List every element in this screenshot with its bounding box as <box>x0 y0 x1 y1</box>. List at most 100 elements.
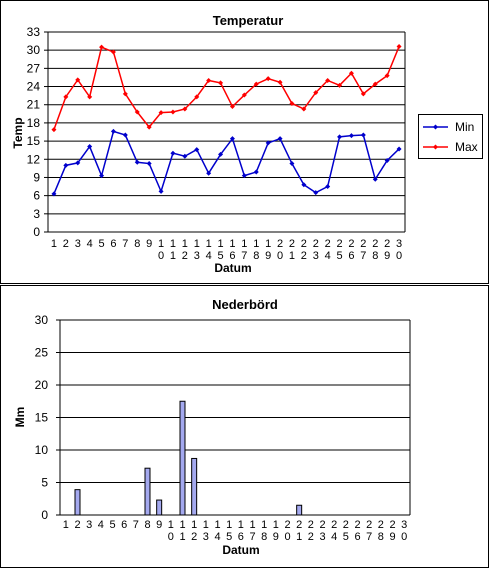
temperature-point-min-4 <box>87 144 93 150</box>
temperature-point-min-27 <box>360 132 366 138</box>
temperature-point-min-10 <box>158 188 164 194</box>
temperature-point-min-23 <box>313 190 319 196</box>
temperature-point-max-16 <box>229 104 235 110</box>
temperature-x-ticks: 1 2 3 4 5 6 7 8 9 1 01 11 21 31 41 51 61 71 81 92 02 12 22 32 42… <box>51 238 402 262</box>
temperature-point-min-20 <box>277 136 283 142</box>
temperature-x-tick-8: 8 <box>134 238 140 250</box>
temperature-point-max-12 <box>182 106 188 112</box>
temperature-point-min-25 <box>337 134 343 140</box>
precipitation-x-tick-3: 3 <box>86 519 92 531</box>
temperature-point-min-18 <box>253 169 259 175</box>
temperature-point-min-16 <box>229 136 235 142</box>
temperature-x-tick-5: 5 <box>98 238 104 250</box>
temperature-y-ticks: 0 3 6 9 12 15 18 21 24 27 30 33 <box>27 25 48 239</box>
temperature-y-tick-0: 0 <box>33 225 40 239</box>
temperature-y-tick-21: 21 <box>27 98 41 112</box>
temperature-point-max-29 <box>384 73 390 79</box>
temperature-point-max-9 <box>146 124 152 130</box>
temperature-point-max-21 <box>289 101 295 107</box>
temperature-point-min-15 <box>218 151 224 157</box>
precipitation-chart-frame <box>0 285 489 568</box>
temperature-point-max-5 <box>99 44 105 50</box>
temperature-point-min-26 <box>348 133 354 139</box>
temperature-x-tick-6: 6 <box>110 238 116 250</box>
temperature-x-tick-9: 9 <box>146 238 152 250</box>
temperature-point-max-10 <box>158 110 164 116</box>
temperature-point-min-3 <box>75 160 81 166</box>
temperature-point-min-17 <box>241 173 247 179</box>
temperature-point-max-24 <box>325 77 331 83</box>
precipitation-x-tick-4: 4 <box>98 519 104 531</box>
temperature-point-max-6 <box>110 49 116 55</box>
temperature-point-max-17 <box>241 92 247 98</box>
precipitation-x-axis-label: Datum <box>222 543 259 557</box>
temperature-y-tick-3: 3 <box>33 207 40 221</box>
precipitation-y-tick-30: 30 <box>35 313 49 327</box>
temperature-y-tick-15: 15 <box>27 134 41 148</box>
precipitation-y-tick-15: 15 <box>35 411 49 425</box>
temperature-point-min-5 <box>99 173 105 179</box>
temperature-point-min-8 <box>134 159 140 165</box>
temperature-x-tick-7: 7 <box>122 238 128 250</box>
temperature-point-min-14 <box>206 170 212 176</box>
precipitation-x-tick-5: 5 <box>109 519 115 531</box>
temperature-y-tick-18: 18 <box>27 116 41 130</box>
temperature-point-max-1 <box>51 127 57 133</box>
temperature-chart-title: Temperatur <box>213 13 284 28</box>
legend-marker-min <box>433 124 438 130</box>
temperature-point-max-19 <box>265 76 271 82</box>
temperature-series <box>51 44 402 197</box>
temperature-point-min-11 <box>170 150 176 156</box>
temperature-y-tick-24: 24 <box>27 80 41 94</box>
temperature-point-max-15 <box>218 80 224 86</box>
legend-box <box>418 114 483 159</box>
temperature-chart-frame <box>0 0 489 284</box>
precipitation-bar-11 <box>179 400 186 516</box>
precipitation-bar-8 <box>144 467 151 516</box>
temperature-point-min-19 <box>265 140 271 146</box>
precipitation-x-ticks: 1 2 3 4 5 6 7 8 9 1 01 11 21 31 41 51 61 71 81 92 02 12 22 32 42… <box>63 519 407 543</box>
precipitation-y-tick-10: 10 <box>35 443 49 457</box>
precipitation-bars <box>74 400 303 516</box>
temperature-y-tick-6: 6 <box>33 189 40 203</box>
temperature-point-min-9 <box>146 161 152 167</box>
legend-marker-max <box>433 144 438 150</box>
temperature-point-max-25 <box>337 82 343 88</box>
precipitation-x-tick-1: 1 <box>63 519 69 531</box>
temperature-x-tick-1: 1 <box>51 238 57 250</box>
precipitation-bar-9 <box>156 499 163 516</box>
temperature-x-tick-4: 4 <box>87 238 93 250</box>
temperature-y-tick-12: 12 <box>27 152 41 166</box>
temperature-point-min-13 <box>194 147 200 153</box>
legend-label-min: Min <box>455 120 474 134</box>
temperature-point-max-11 <box>170 109 176 115</box>
temperature-point-max-7 <box>122 91 128 97</box>
